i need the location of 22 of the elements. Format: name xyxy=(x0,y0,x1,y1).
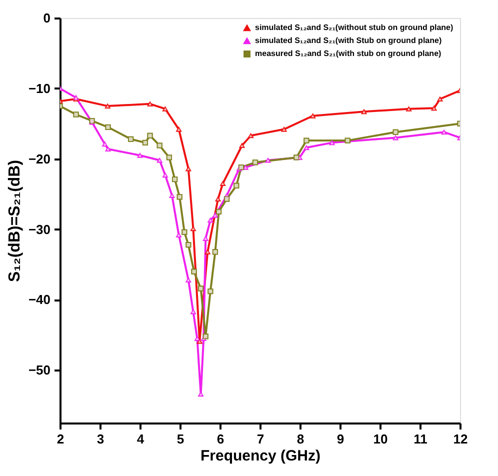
x-tick-label: 3 xyxy=(96,432,104,446)
x-tick-label: 4 xyxy=(136,432,145,446)
x-tick-label: 2 xyxy=(56,432,64,446)
y-tick-label: −50 xyxy=(28,362,50,378)
y-axis-title: S₁₂(dB)=S₂₁(dB) xyxy=(6,160,24,282)
y-tick-label: −10 xyxy=(28,80,50,96)
x-tick-label: 10 xyxy=(373,432,388,446)
x-axis-title: Frequency (GHz) xyxy=(200,448,321,464)
legend-label: simulated S₁₂and S₂₁(without stub on ground plane) xyxy=(255,23,454,32)
legend-label: measured S₁₂and S₂₁(with stub on ground plane) xyxy=(255,49,442,58)
y-tick-label: −30 xyxy=(28,222,50,237)
y-tick-label: −20 xyxy=(28,151,50,166)
y-tick-label: 0 xyxy=(43,10,50,26)
x-tick-label: 8 xyxy=(296,432,304,446)
x-tick-label: 11 xyxy=(414,432,428,446)
x-tick-label: 12 xyxy=(453,432,468,446)
x-tick-label: 9 xyxy=(336,432,344,446)
x-tick-label: 7 xyxy=(256,432,264,446)
y-tick-label: −40 xyxy=(28,292,50,308)
x-tick-label: 5 xyxy=(176,432,184,446)
legend-label: simulated S₁₂and S₂₁(with Stub on ground plane) xyxy=(255,36,442,45)
x-tick-label: 6 xyxy=(216,432,224,446)
